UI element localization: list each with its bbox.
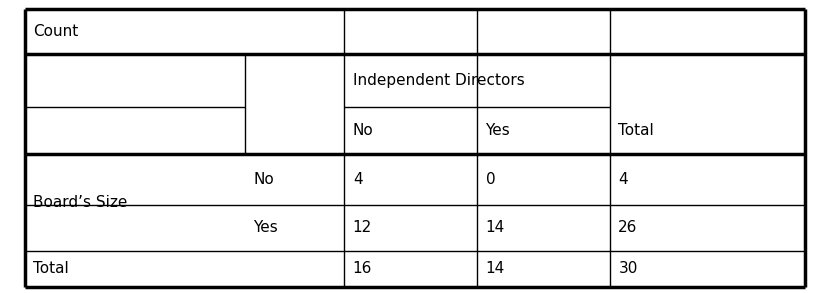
Text: Independent Directors: Independent Directors — [353, 73, 525, 88]
Text: Total: Total — [618, 123, 654, 138]
Text: No: No — [353, 123, 374, 138]
Text: 14: 14 — [486, 220, 505, 235]
Text: 12: 12 — [353, 220, 372, 235]
Text: 0: 0 — [486, 172, 496, 187]
Text: Count: Count — [33, 24, 79, 39]
Text: 26: 26 — [618, 220, 637, 235]
Text: Board’s Size: Board’s Size — [33, 195, 128, 210]
Text: 30: 30 — [618, 261, 637, 276]
Text: 14: 14 — [486, 261, 505, 276]
Text: 16: 16 — [353, 261, 372, 276]
Text: Yes: Yes — [486, 123, 510, 138]
Text: No: No — [253, 172, 274, 187]
Text: 4: 4 — [618, 172, 628, 187]
Text: Yes: Yes — [253, 220, 278, 235]
Text: Total: Total — [33, 261, 69, 276]
Text: 4: 4 — [353, 172, 363, 187]
